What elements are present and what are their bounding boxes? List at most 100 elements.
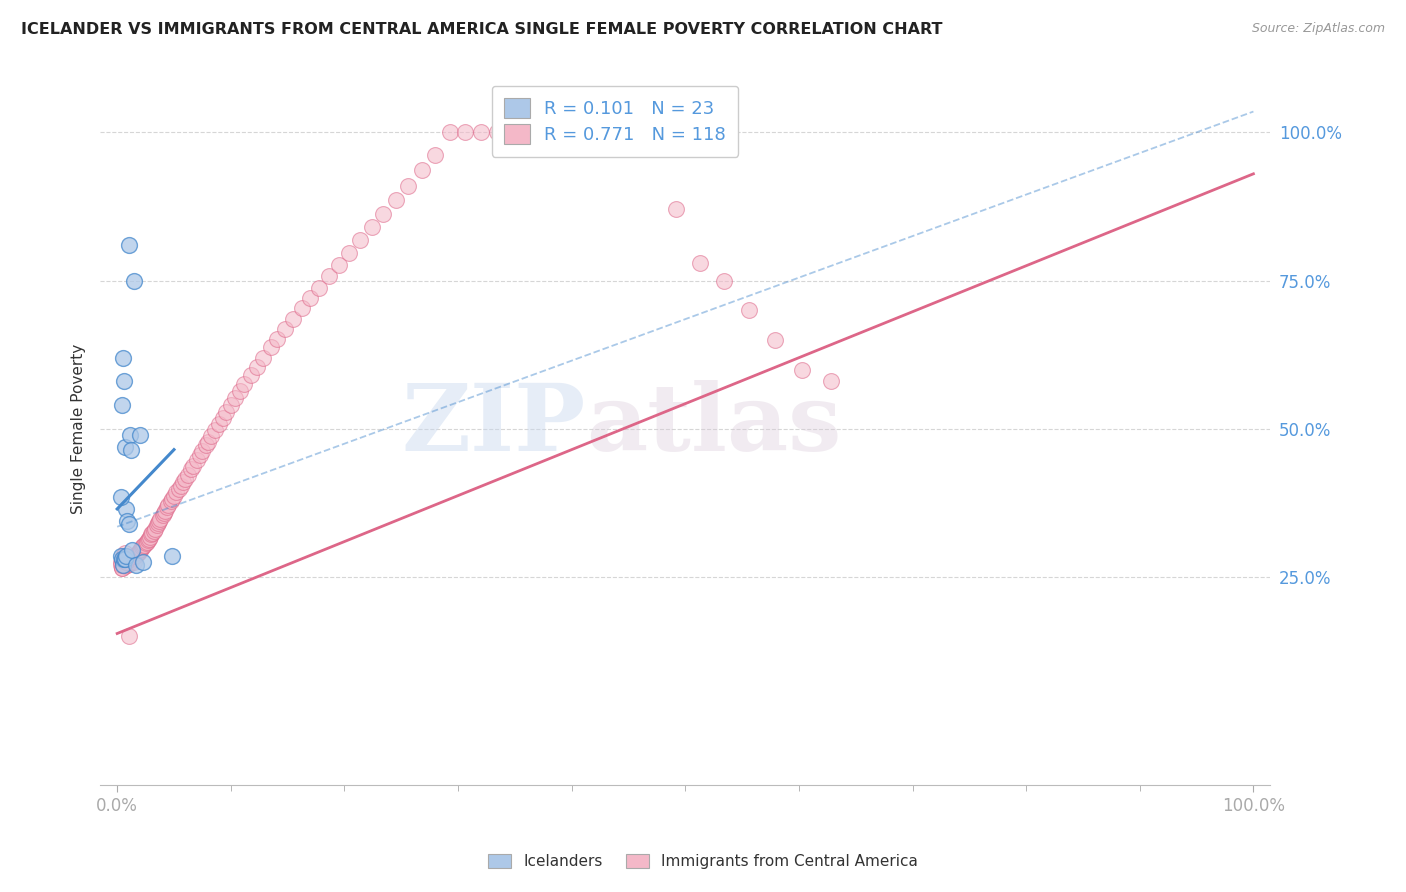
Point xyxy=(176,468,198,483)
Point xyxy=(148,514,170,528)
Point xyxy=(135,534,157,549)
Point xyxy=(122,555,145,569)
Point xyxy=(111,561,134,575)
Point xyxy=(308,281,330,295)
Point xyxy=(118,555,141,569)
Point xyxy=(558,125,581,139)
Point xyxy=(579,125,602,139)
Point xyxy=(208,417,231,431)
Point xyxy=(229,384,252,399)
Point xyxy=(157,498,180,512)
Point xyxy=(713,274,735,288)
Point xyxy=(124,549,146,564)
Point xyxy=(117,557,139,571)
Point xyxy=(122,551,145,566)
Point xyxy=(384,193,406,207)
Point xyxy=(131,541,153,555)
Point xyxy=(299,292,322,306)
Point xyxy=(186,453,208,467)
Point xyxy=(117,630,139,644)
Point xyxy=(188,448,211,462)
Point xyxy=(191,444,214,458)
Point xyxy=(135,535,157,549)
Point xyxy=(111,398,134,412)
Point xyxy=(128,545,150,559)
Point xyxy=(371,207,394,221)
Point xyxy=(121,543,143,558)
Point xyxy=(174,472,197,486)
Point xyxy=(146,518,169,533)
Point xyxy=(112,549,135,564)
Legend: Icelanders, Immigrants from Central America: Icelanders, Immigrants from Central Amer… xyxy=(482,847,924,875)
Point xyxy=(118,427,141,442)
Point xyxy=(503,125,526,139)
Point xyxy=(274,322,297,336)
Point xyxy=(181,458,204,473)
Point xyxy=(117,551,139,566)
Point xyxy=(259,340,281,354)
Point xyxy=(115,557,138,571)
Point xyxy=(328,258,350,272)
Point xyxy=(180,462,202,476)
Point xyxy=(132,539,155,553)
Point xyxy=(120,553,142,567)
Point xyxy=(153,504,176,518)
Point xyxy=(111,552,134,566)
Point xyxy=(117,516,139,531)
Point xyxy=(167,483,190,497)
Point xyxy=(337,245,360,260)
Point xyxy=(439,125,461,139)
Text: atlas: atlas xyxy=(586,380,841,470)
Point xyxy=(134,537,156,551)
Point xyxy=(111,552,134,566)
Point xyxy=(111,558,134,573)
Point xyxy=(240,368,263,382)
Point xyxy=(110,558,132,573)
Point xyxy=(485,125,508,139)
Point xyxy=(143,522,166,536)
Point xyxy=(132,555,155,569)
Point xyxy=(115,555,138,569)
Point xyxy=(117,514,139,528)
Point xyxy=(117,558,139,573)
Point xyxy=(224,391,246,405)
Legend: R = 0.101   N = 23, R = 0.771   N = 118: R = 0.101 N = 23, R = 0.771 N = 118 xyxy=(492,86,738,157)
Point xyxy=(110,549,132,564)
Point xyxy=(122,549,145,564)
Point xyxy=(152,506,174,520)
Point xyxy=(163,489,186,503)
Point xyxy=(112,558,135,573)
Point xyxy=(165,485,187,500)
Y-axis label: Single Female Poverty: Single Female Poverty xyxy=(72,343,86,514)
Point xyxy=(396,178,419,193)
Point xyxy=(129,541,152,556)
Point xyxy=(127,546,149,560)
Point xyxy=(160,549,183,564)
Point xyxy=(117,552,139,566)
Point xyxy=(156,500,179,515)
Point xyxy=(142,524,165,538)
Point xyxy=(283,312,305,326)
Point xyxy=(136,533,159,547)
Point xyxy=(643,125,665,139)
Point xyxy=(114,440,136,454)
Point xyxy=(139,530,162,544)
Point xyxy=(111,351,134,365)
Point xyxy=(125,548,148,562)
Point xyxy=(425,148,447,162)
Point xyxy=(111,549,134,564)
Point xyxy=(200,429,222,443)
Point xyxy=(820,375,842,389)
Point xyxy=(792,362,814,376)
Point xyxy=(170,479,193,493)
Point xyxy=(114,552,136,566)
Point xyxy=(620,125,643,139)
Point xyxy=(141,527,163,541)
Point xyxy=(110,490,132,504)
Point xyxy=(114,552,136,566)
Text: ICELANDER VS IMMIGRANTS FROM CENTRAL AMERICA SINGLE FEMALE POVERTY CORRELATION C: ICELANDER VS IMMIGRANTS FROM CENTRAL AME… xyxy=(21,22,942,37)
Point xyxy=(129,543,152,558)
Point xyxy=(411,163,433,178)
Point xyxy=(114,546,136,560)
Point xyxy=(599,125,621,139)
